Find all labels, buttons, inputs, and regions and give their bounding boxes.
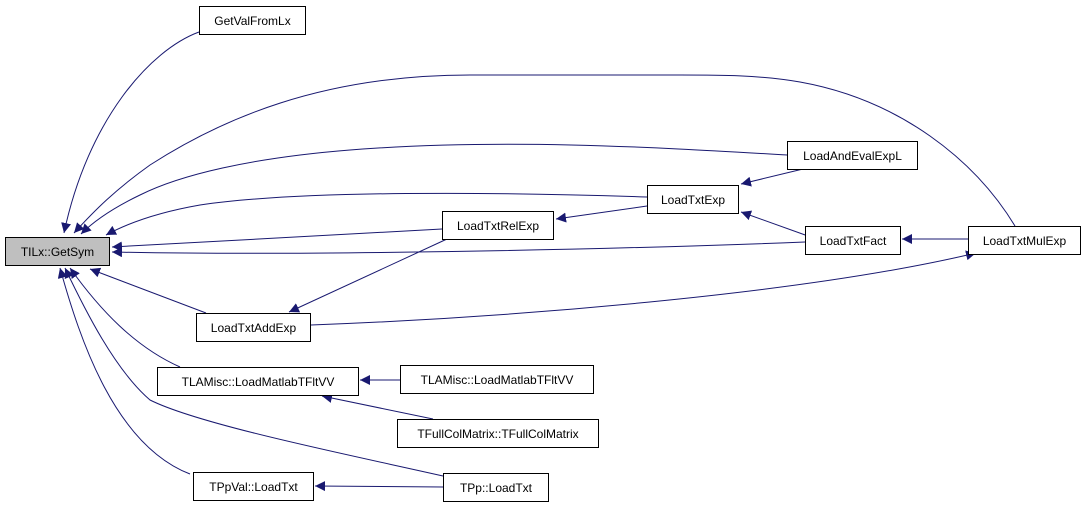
- edge-loadmatlab1-to-getsym: [69, 267, 181, 368]
- node-tpp-loadtxt[interactable]: TPp::LoadTxt: [443, 473, 549, 502]
- node-loadtxtmulexp[interactable]: LoadTxtMulExp: [968, 226, 1081, 255]
- node-getvalfromlx[interactable]: GetValFromLx: [199, 6, 306, 35]
- edge-loadandevalexpl-to-getsym: [80, 143, 788, 235]
- edge-tpp-to-tppval: [314, 481, 444, 492]
- edge-loadtxtmulexp-to-getsym: [73, 74, 1016, 234]
- edge-tppval-to-getsym: [57, 267, 191, 475]
- edge-loadtxtfact-to-loadtxtexp: [740, 210, 809, 237]
- node-loadmatlab-tfltvv-overload[interactable]: TLAMisc::LoadMatlabTFltVV: [400, 365, 594, 394]
- edge-loadtxtaddexp-to-loadtxtmulexp: [310, 250, 977, 326]
- node-loadtxtfact[interactable]: LoadTxtFact: [805, 226, 901, 255]
- edge-loadtxtaddexp-to-loadtxtrelexp: [288, 238, 448, 313]
- edge-tfullcolmatrix-to-loadmatlab1: [321, 393, 434, 420]
- edge-loadtxtrelexp-to-getsym: [111, 228, 443, 252]
- node-loadtxtaddexp[interactable]: LoadTxtAddExp: [196, 313, 311, 342]
- edge-tpp-to-getsym: [64, 267, 444, 477]
- edge-loadtxtexp-to-getsym: [105, 192, 648, 236]
- node-tfullcolmatrix[interactable]: TFullColMatrix::TFullColMatrix: [397, 419, 599, 448]
- node-loadandevalexpl[interactable]: LoadAndEvalExpL: [787, 141, 918, 170]
- node-loadtxtrelexp[interactable]: LoadTxtRelExp: [442, 211, 554, 240]
- node-tppval-loadtxt[interactable]: TPpVal::LoadTxt: [193, 472, 314, 501]
- edge-loadtxtfact-to-getsym: [111, 241, 806, 258]
- node-loadmatlab-tfltvv[interactable]: TLAMisc::LoadMatlabTFltVV: [157, 367, 359, 396]
- node-getsym: TILx::GetSym: [5, 237, 110, 266]
- node-loadtxtexp[interactable]: LoadTxtExp: [647, 185, 739, 214]
- edge-getvalfromlx-to-getsym: [61, 31, 200, 234]
- edge-loadtxtexp-to-loadtxtrelexp: [555, 205, 648, 223]
- edge-loadtxtaddexp-to-getsym: [89, 267, 207, 314]
- edge-loadandevalexpl-to-loadtxtexp: [740, 168, 804, 187]
